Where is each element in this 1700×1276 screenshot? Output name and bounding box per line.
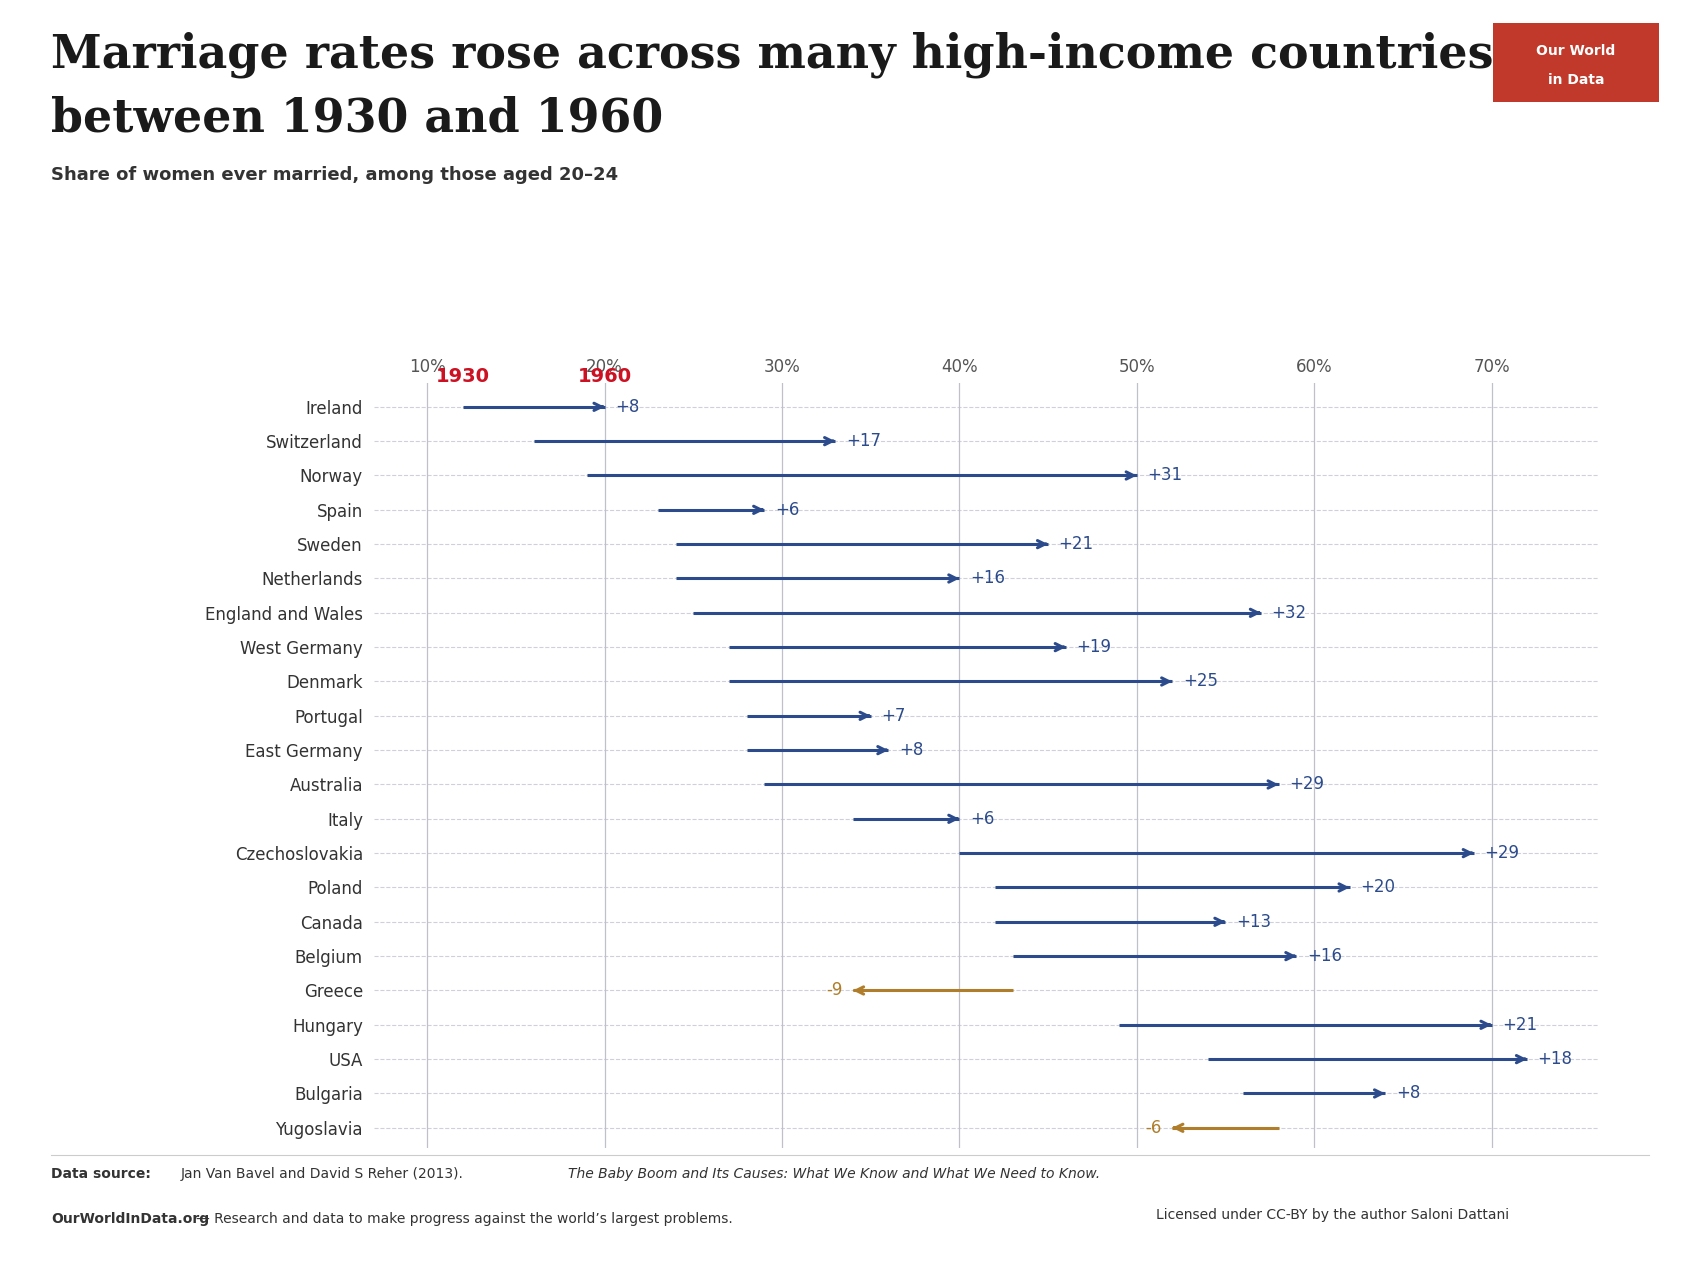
Text: between 1930 and 1960: between 1930 and 1960 [51, 96, 663, 142]
Text: +8: +8 [899, 741, 923, 759]
Text: +31: +31 [1148, 467, 1183, 485]
Text: +19: +19 [1076, 638, 1112, 656]
Text: +29: +29 [1484, 845, 1520, 863]
Text: +18: +18 [1538, 1050, 1572, 1068]
Text: +7: +7 [881, 707, 906, 725]
Text: +8: +8 [615, 398, 639, 416]
Text: in Data: in Data [1547, 73, 1605, 87]
Text: +17: +17 [847, 433, 881, 450]
Text: 1930: 1930 [435, 366, 490, 385]
Text: +25: +25 [1183, 672, 1217, 690]
Text: +6: +6 [971, 810, 994, 828]
Text: +8: +8 [1396, 1085, 1419, 1102]
Text: +21: +21 [1059, 535, 1093, 554]
Text: — Research and data to make progress against the world’s largest problems.: — Research and data to make progress aga… [196, 1212, 733, 1225]
Text: +29: +29 [1289, 776, 1324, 794]
Text: +21: +21 [1503, 1016, 1537, 1034]
Text: Marriage rates rose across many high-income countries: Marriage rates rose across many high-inc… [51, 32, 1494, 78]
Text: Jan Van Bavel and David S Reher (2013).: Jan Van Bavel and David S Reher (2013). [180, 1168, 468, 1180]
Text: +6: +6 [775, 500, 799, 519]
Text: The Baby Boom and Its Causes: What We Know and What We Need to Know.: The Baby Boom and Its Causes: What We Kn… [568, 1168, 1100, 1180]
Text: -9: -9 [826, 981, 842, 999]
Text: +16: +16 [971, 569, 1005, 587]
Text: +16: +16 [1307, 947, 1341, 965]
Text: Our World: Our World [1537, 43, 1615, 57]
Text: -6: -6 [1146, 1119, 1161, 1137]
Text: OurWorldInData.org: OurWorldInData.org [51, 1212, 209, 1225]
Text: +20: +20 [1360, 878, 1396, 897]
Text: Licensed under CC-BY by the author Saloni Dattani: Licensed under CC-BY by the author Salon… [1156, 1208, 1510, 1221]
Text: Share of women ever married, among those aged 20–24: Share of women ever married, among those… [51, 166, 619, 184]
Text: 1960: 1960 [578, 366, 632, 385]
Text: +32: +32 [1272, 604, 1307, 621]
Text: Data source:: Data source: [51, 1168, 151, 1180]
Text: +13: +13 [1236, 912, 1272, 930]
